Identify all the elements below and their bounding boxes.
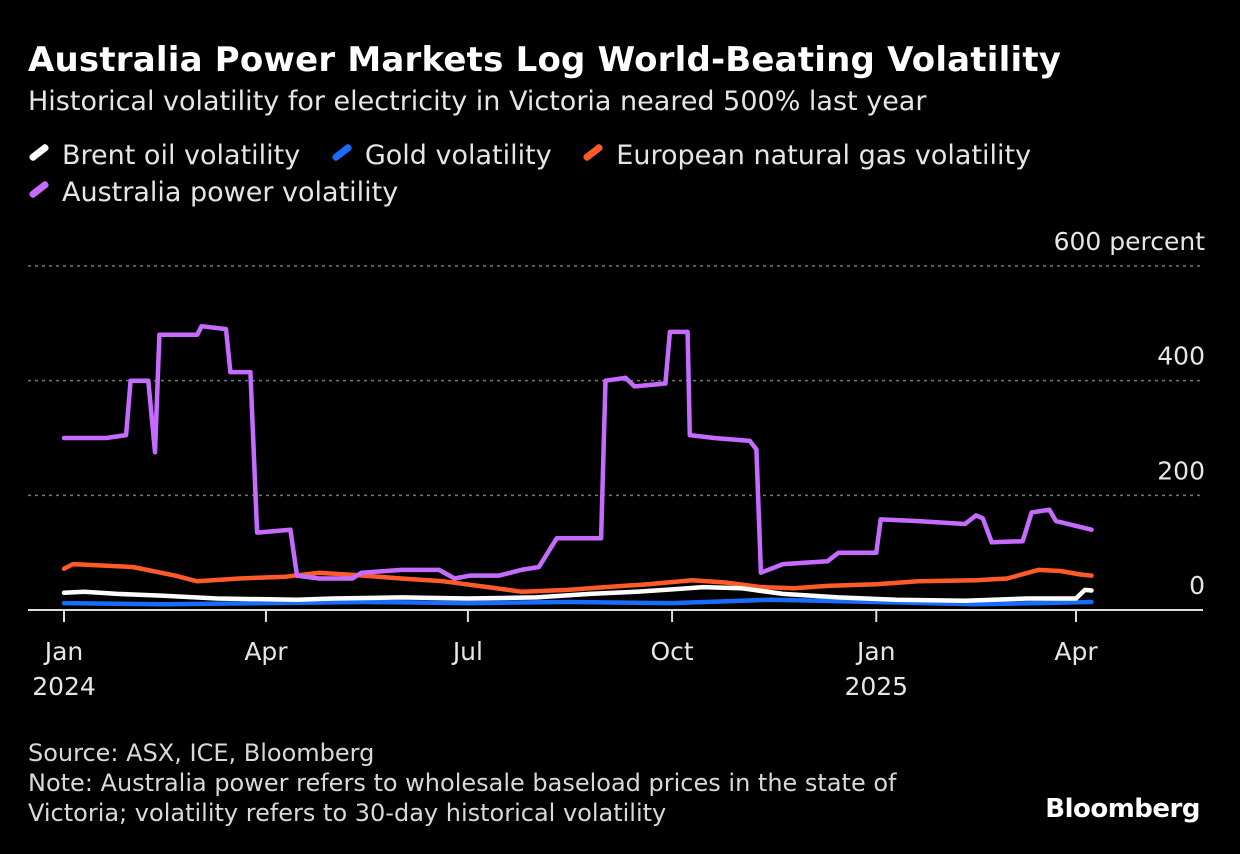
x-tick-label: Apr: [1054, 637, 1098, 666]
x-tick-label: Jul: [451, 637, 483, 666]
chart-subtitle: Historical volatility for electricity in…: [28, 86, 927, 117]
series-line-brent: [61, 584, 1094, 604]
y-tick-label: 200: [1157, 456, 1205, 485]
x-tick-year-label: 2025: [844, 672, 908, 701]
legend-swatch-gas: [582, 142, 605, 163]
bloomberg-logo: Bloomberg: [1045, 794, 1200, 824]
x-tick-year-label: 2024: [32, 672, 96, 701]
legend-label-gold: Gold volatility: [364, 140, 552, 171]
x-tick-label: Jan: [855, 637, 896, 666]
x-tick-label: Jan: [43, 637, 84, 666]
legend: Brent oil volatility Gold volatility Eur…: [28, 140, 1178, 214]
series-line-gold: [61, 597, 1094, 607]
legend-swatch-brent: [28, 142, 50, 163]
legend-item-gold: Gold volatility: [331, 140, 552, 171]
chart-title: Australia Power Markets Log World-Beatin…: [28, 40, 1062, 80]
note-text: Note: Australia power refers to wholesal…: [28, 769, 897, 827]
x-tick-label: Oct: [650, 637, 693, 666]
legend-label-brent: Brent oil volatility: [62, 140, 301, 171]
source-note: Source: ASX, ICE, Bloomberg Note: Austra…: [28, 738, 988, 828]
legend-item-brent: Brent oil volatility: [28, 140, 300, 171]
legend-item-gas: European natural gas volatility: [582, 140, 1031, 171]
x-tick-label: Apr: [244, 637, 288, 666]
legend-swatch-gold: [331, 142, 353, 163]
legend-label-power: Australia power volatility: [62, 177, 399, 208]
y-tick-label: 0: [1189, 571, 1205, 600]
line-chart: 600 percent 400 200 0 Jan 2024 Apr Jul Oct Jan 202…: [28, 227, 1206, 701]
legend-item-power: Australia power volatility: [28, 177, 398, 208]
legend-label-gas: European natural gas volatility: [616, 140, 1032, 171]
legend-swatch-power: [28, 179, 50, 200]
series-line-power: [61, 323, 1094, 581]
series-line-gas: [61, 561, 1094, 594]
y-tick-label: 600 percent: [1054, 227, 1206, 256]
source-text: Source: ASX, ICE, Bloomberg: [28, 739, 375, 767]
y-tick-label: 400: [1157, 342, 1205, 371]
